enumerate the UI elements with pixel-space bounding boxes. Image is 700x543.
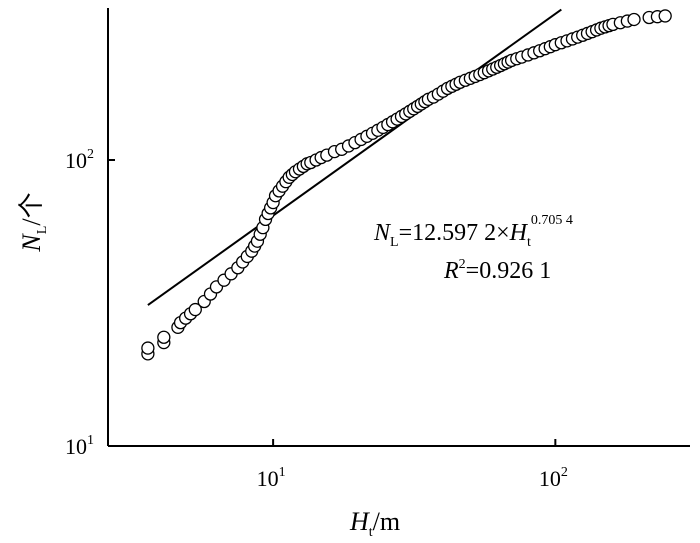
- data-points-layer: [141, 9, 672, 361]
- y-axis-title: NL/个: [17, 192, 50, 252]
- y-tick-label: 101: [65, 433, 94, 459]
- fit-equation-label: NL=12.597 2×Ht0.705 4: [373, 213, 573, 250]
- x-ticks-layer: 101 102: [257, 439, 568, 491]
- fit-line-layer: [147, 8, 562, 306]
- x-tick-label: 102: [539, 465, 568, 491]
- r-squared-label: R2=0.926 1: [443, 257, 551, 284]
- x-tick-label: 101: [257, 465, 286, 491]
- data-point: [157, 330, 171, 344]
- x-axis-title: Ht/m: [349, 507, 400, 540]
- data-point: [658, 9, 672, 23]
- data-point: [627, 12, 641, 27]
- fit-line: [147, 8, 562, 306]
- y-tick-label: 102: [65, 147, 94, 173]
- data-point: [188, 302, 202, 317]
- y-ticks-layer: 101 102: [65, 147, 115, 459]
- data-point: [141, 341, 155, 355]
